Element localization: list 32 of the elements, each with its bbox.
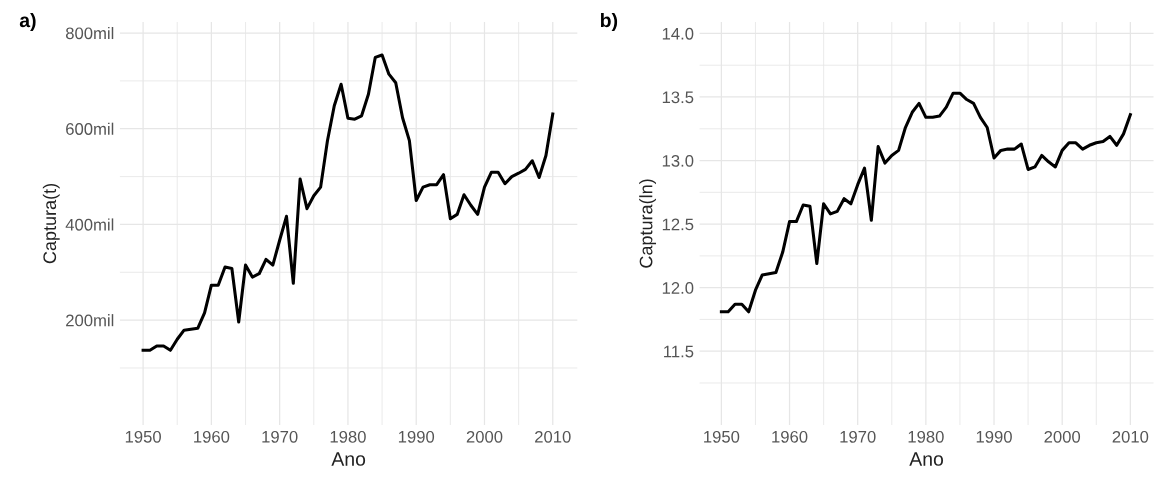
y-axis-title: Captura(ln) [639, 179, 657, 268]
x-tick-label: 1990 [976, 430, 1012, 443]
x-tick-label: 1960 [772, 430, 808, 443]
chart-title: a) [19, 12, 36, 32]
x-tick-label: 1990 [398, 430, 435, 443]
x-tick-label: 1950 [704, 430, 740, 443]
x-tick-label: 1970 [840, 430, 876, 443]
y-tick-label: 200mil [66, 314, 114, 327]
line-series [141, 53, 555, 352]
y-tick-label: 600mil [66, 122, 114, 135]
chart-title: b) [600, 12, 618, 32]
x-tick-label: 2010 [1112, 430, 1149, 443]
x-tick-label: 1980 [330, 430, 366, 443]
y-tick-label: 400mil [65, 218, 114, 231]
x-tick-label: 1960 [194, 430, 230, 443]
y-tick-label: 12.5 [662, 218, 694, 231]
line-series [719, 91, 1132, 314]
y-tick-label: 12.0 [662, 282, 694, 294]
x-axis-title: Ano [331, 452, 366, 466]
x-tick-label: 1980 [908, 430, 944, 443]
y-tick-label: 800mil [65, 26, 114, 40]
x-tick-label: 1950 [125, 430, 161, 443]
y-tick-label: 13.0 [662, 154, 694, 167]
y-tick-label: 13.5 [662, 91, 694, 104]
x-tick-label: 2000 [1044, 430, 1081, 443]
y-axis-title: Captura(t) [42, 183, 60, 264]
y-tick-label: 11.5 [664, 345, 694, 358]
x-tick-label: 2000 [466, 430, 503, 443]
x-axis-title: Ano [909, 452, 944, 466]
x-tick-label: 2010 [535, 430, 571, 443]
y-tick-label: 14.0 [662, 27, 694, 40]
x-tick-label: 1970 [262, 430, 298, 443]
